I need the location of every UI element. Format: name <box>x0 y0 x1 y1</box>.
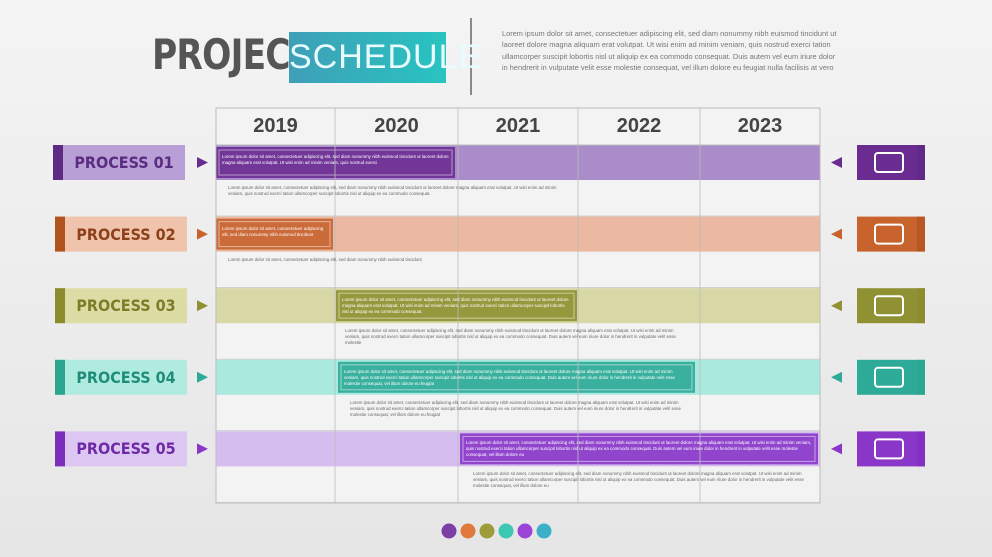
icon-box <box>857 216 925 252</box>
icon-box <box>857 288 925 324</box>
arrow <box>197 228 208 240</box>
task-bar-inner <box>340 364 693 391</box>
year-label: 2023 <box>737 115 783 137</box>
process-label: PROCESS 02 <box>76 224 176 244</box>
arrow <box>197 300 208 312</box>
label-box <box>53 145 185 180</box>
process-label: PROCESS 01 <box>74 153 174 172</box>
task-bar <box>460 433 818 465</box>
year-label: 2022 <box>616 115 662 137</box>
arrow <box>831 443 842 455</box>
task-text: Lorem ipsum dolor sit amet, consectetuer… <box>466 440 812 458</box>
label-tab <box>55 216 65 252</box>
title: PROJECT <box>152 30 313 79</box>
icon <box>874 223 904 245</box>
arrow <box>197 157 208 168</box>
dot <box>517 523 533 539</box>
arrow <box>831 371 842 383</box>
label-tab <box>53 145 63 180</box>
task-note: Lorem ipsum dolor sit amet, consectetuer… <box>350 399 681 417</box>
task-note: Lorem ipsum dolor sit amet, consectetuer… <box>228 185 557 196</box>
icon-box <box>857 431 925 467</box>
task-bar <box>338 361 695 393</box>
arrow <box>831 157 842 168</box>
icon-tab <box>917 145 925 180</box>
arrow <box>831 228 842 240</box>
dot <box>479 523 495 539</box>
process-label: PROCESS 04 <box>76 367 176 387</box>
dot <box>498 523 514 539</box>
label-box <box>55 216 187 252</box>
dot <box>460 523 476 539</box>
process-label: PROCESS 05 <box>76 439 176 459</box>
task-text: Lorem ipsum dolor sit amet, consectetuer… <box>344 368 675 386</box>
icon <box>874 366 904 388</box>
arrow <box>831 300 842 312</box>
label-tab <box>55 288 65 324</box>
task-bar-inner <box>462 435 816 462</box>
task-bar <box>336 290 577 322</box>
icon <box>874 152 904 173</box>
dot <box>441 523 457 539</box>
icon-box <box>857 359 925 395</box>
icon-tab <box>917 216 925 252</box>
task-text: Lorem ipsum dolor sit amet, consectetuer… <box>222 154 449 165</box>
description: Lorem ipsum dolor sit amet, consectetuer… <box>502 29 837 73</box>
task-note: Lorem ipsum dolor sit amet, consectetuer… <box>228 256 422 262</box>
task-text: Lorem ipsum dolor sit amet, consectetuer… <box>222 225 324 237</box>
task-note: Lorem ipsum dolor sit amet, consectetuer… <box>345 328 676 346</box>
year-label: 2020 <box>374 115 419 137</box>
arrow <box>197 371 208 383</box>
task-text: Lorem ipsum dolor sit amet, consectetuer… <box>342 297 569 315</box>
task-bar-inner <box>338 292 575 319</box>
label-tab <box>55 359 65 395</box>
icon <box>874 295 904 317</box>
icon <box>874 438 904 460</box>
task-bar <box>216 218 333 250</box>
year-label: 2021 <box>495 115 541 137</box>
icon-tab <box>917 359 925 395</box>
dot <box>536 523 552 539</box>
label-box <box>55 288 187 324</box>
process-label: PROCESS 03 <box>76 296 176 316</box>
title-highlight: SCHEDULE <box>289 32 481 83</box>
columns <box>215 108 821 503</box>
label-tab <box>55 431 65 467</box>
arrow <box>197 443 208 455</box>
year-label: 2019 <box>253 115 298 137</box>
task-bar-inner <box>218 221 331 248</box>
label-box <box>55 431 187 467</box>
icon-box <box>857 145 925 180</box>
side-items <box>53 145 925 539</box>
label-box <box>55 359 187 395</box>
icon-tab <box>917 431 925 467</box>
icon-tab <box>917 288 925 324</box>
task-note: Lorem ipsum dolor sit amet, consectetuer… <box>473 471 804 489</box>
